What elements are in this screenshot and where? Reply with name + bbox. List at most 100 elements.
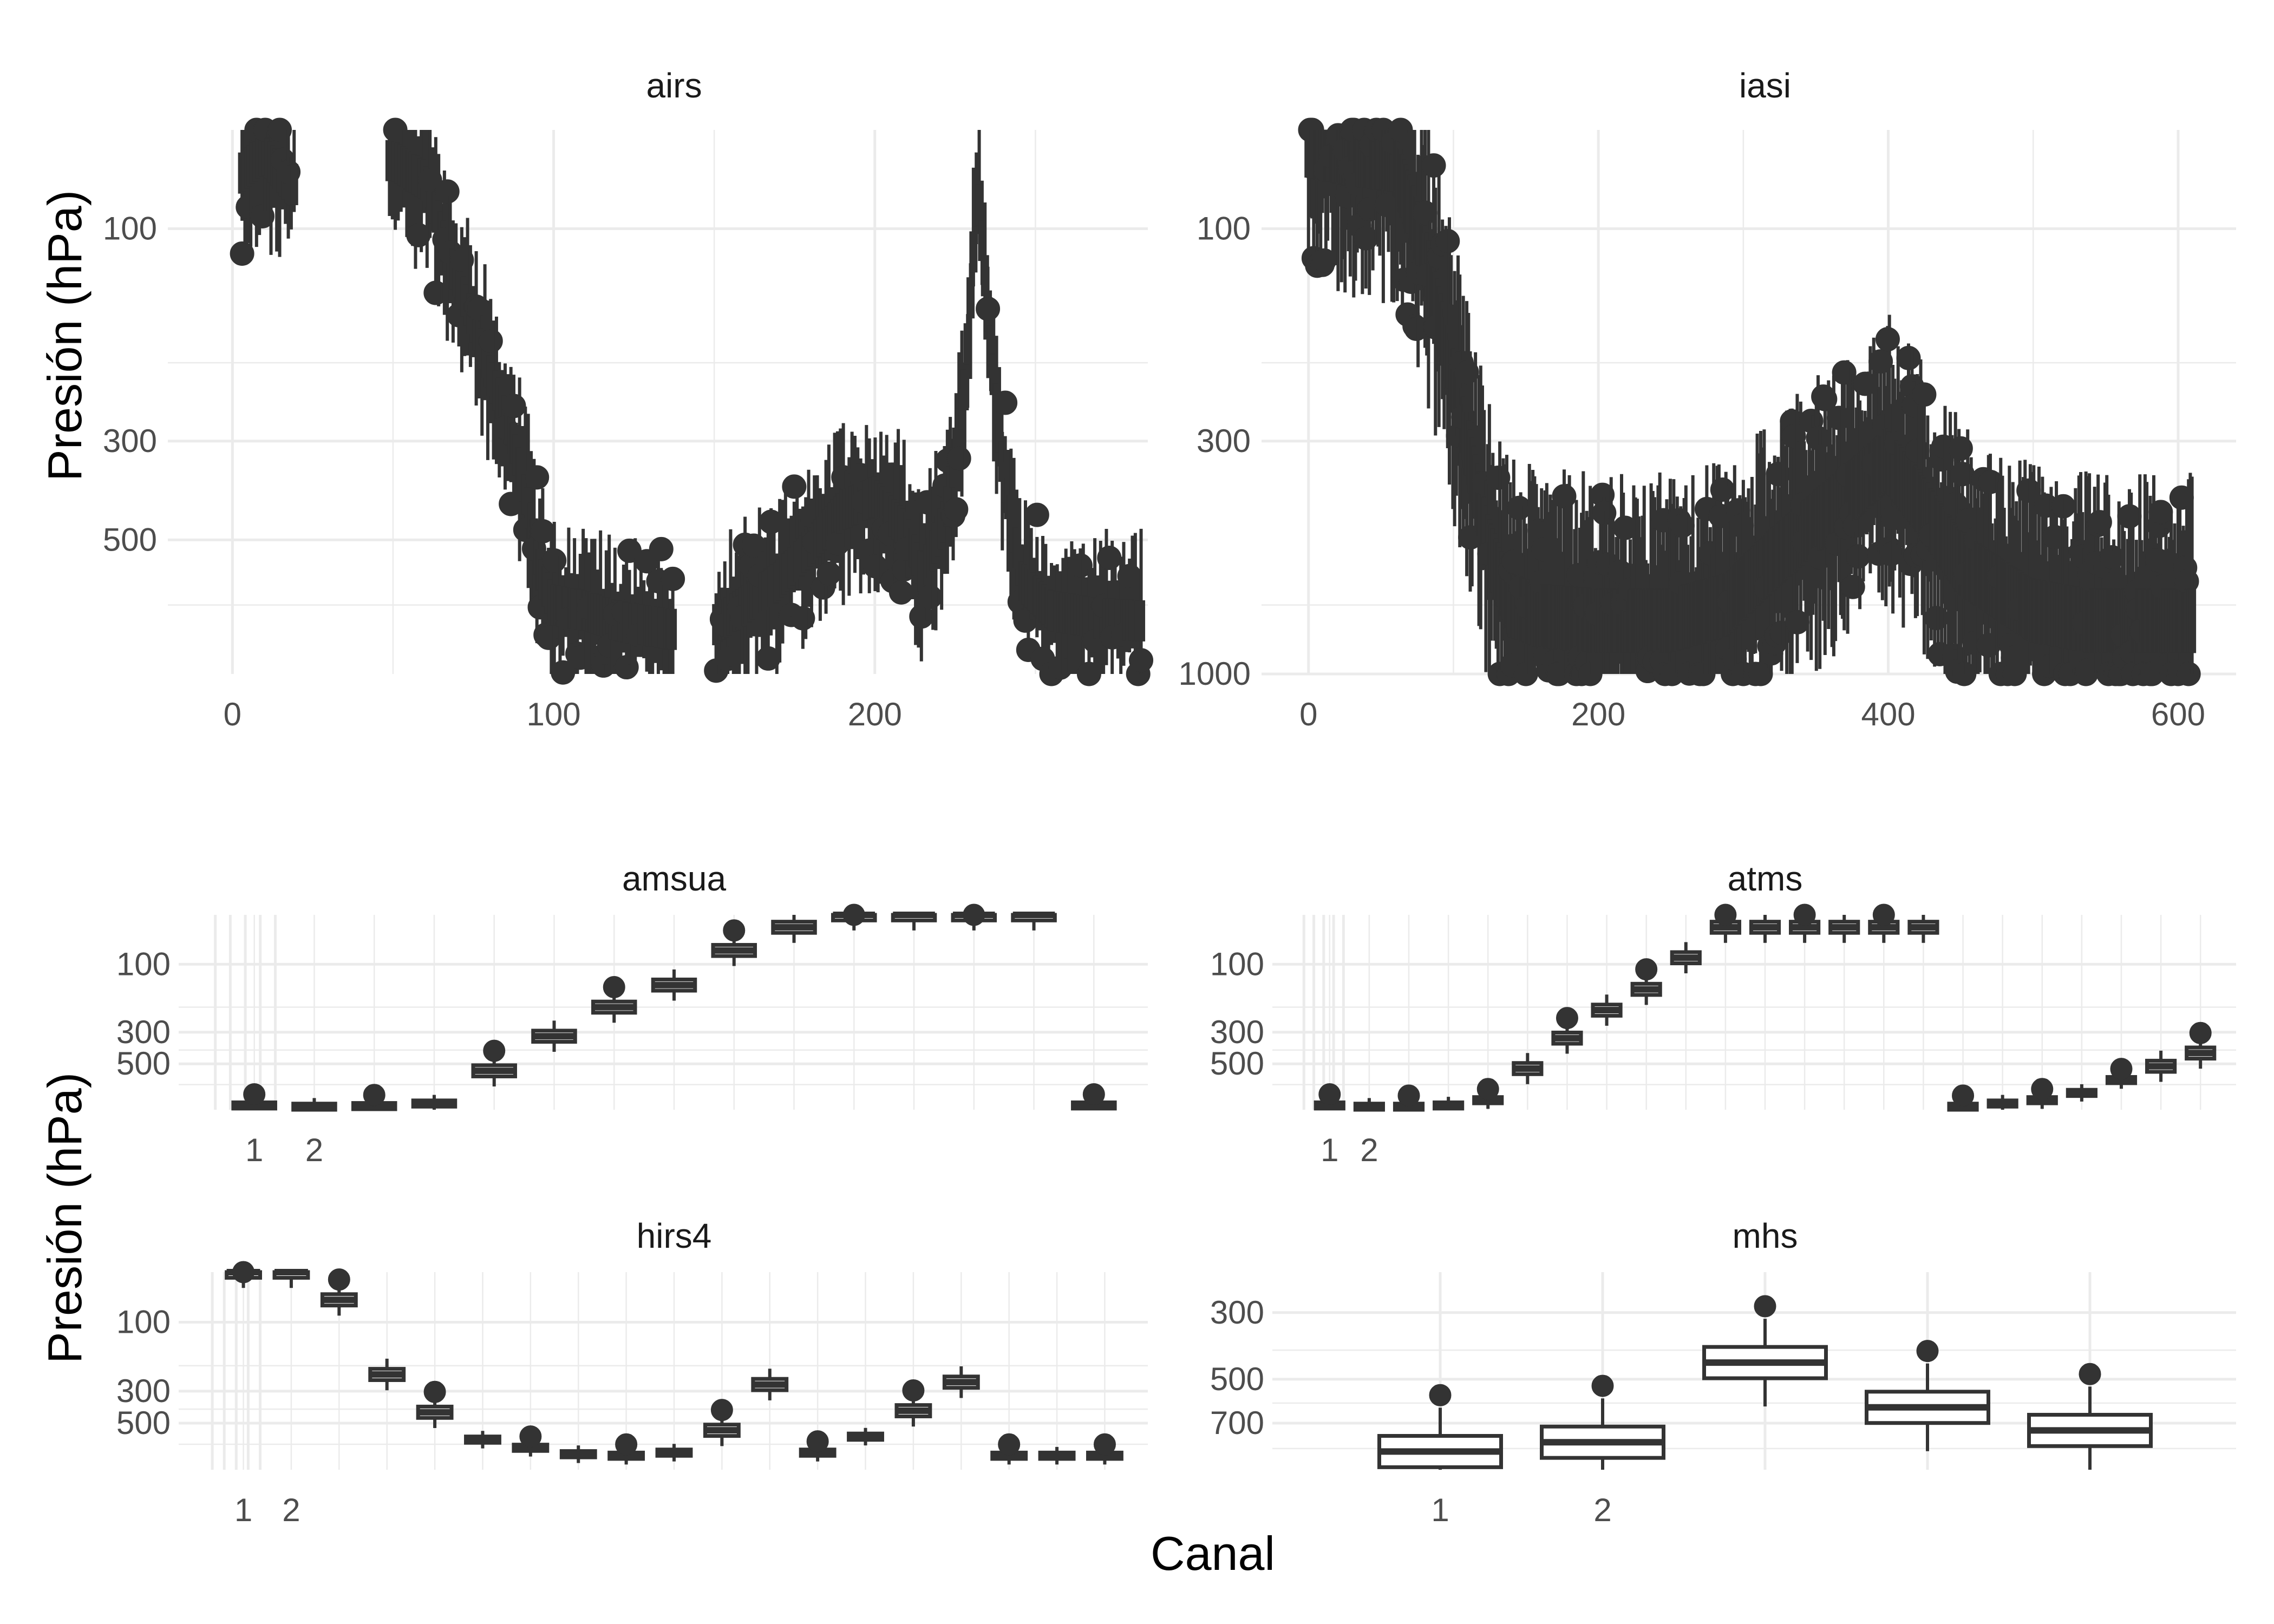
y-tick-label: 500 bbox=[1210, 1361, 1264, 1397]
outlier-point bbox=[790, 606, 815, 631]
x-axis-title: Canal bbox=[1151, 1527, 1275, 1580]
panel-title: hirs4 bbox=[637, 1216, 712, 1255]
outlier-point bbox=[2110, 1058, 2133, 1081]
outlier-point bbox=[1093, 1433, 1116, 1456]
outlier-point bbox=[842, 903, 865, 926]
x-tick-label: 2 bbox=[1360, 1132, 1378, 1168]
outlier-point bbox=[1591, 1374, 1614, 1397]
panel-title: iasi bbox=[1739, 66, 1791, 105]
panel-mhs: mhs 300 500 700 1 2 bbox=[1210, 1216, 2236, 1528]
outlier-point bbox=[1896, 345, 1921, 370]
outlier-point bbox=[661, 566, 685, 591]
outlier-point bbox=[944, 497, 969, 522]
outlier-point bbox=[2051, 494, 2076, 519]
box bbox=[2188, 588, 2197, 653]
outlier-point bbox=[963, 903, 985, 926]
outlier-point bbox=[2117, 504, 2142, 529]
y-tick-label: 100 bbox=[1210, 946, 1264, 982]
x-tick-label: 2 bbox=[1593, 1492, 1611, 1528]
y-tick-label: 1000 bbox=[1179, 656, 1251, 692]
outlier-point bbox=[2148, 500, 2173, 525]
outlier-point bbox=[1506, 495, 1531, 520]
y-tick-label: 500 bbox=[1210, 1045, 1264, 1082]
outlier-point bbox=[1754, 1295, 1776, 1318]
outlier-point bbox=[232, 1261, 255, 1284]
outlier-point bbox=[1875, 327, 1900, 352]
y-tick-label: 300 bbox=[116, 1373, 171, 1409]
x-tick-label: 1 bbox=[1431, 1492, 1449, 1528]
y-tick-label: 100 bbox=[116, 1304, 171, 1340]
y-tick-label: 300 bbox=[116, 1014, 171, 1050]
outlier-point bbox=[328, 1268, 350, 1291]
box bbox=[669, 608, 677, 650]
outlier-point bbox=[542, 548, 567, 573]
outlier-point bbox=[1952, 1084, 1975, 1107]
x-tick-label: 0 bbox=[224, 696, 241, 732]
outlier-point bbox=[1097, 545, 1122, 570]
outlier-point bbox=[243, 1083, 266, 1106]
outlier-point bbox=[1846, 544, 1871, 569]
outlier-point bbox=[806, 1430, 829, 1453]
outlier-point bbox=[1714, 903, 1737, 926]
outlier-point bbox=[1635, 958, 1658, 981]
x-tick-label: 200 bbox=[1571, 696, 1625, 732]
outlier-point bbox=[525, 465, 550, 490]
x-tick-label: 400 bbox=[1861, 696, 1915, 732]
y-tick-label: 500 bbox=[116, 1405, 171, 1441]
outlier-point bbox=[2189, 1021, 2212, 1044]
outlier-point bbox=[519, 1425, 542, 1448]
outlier-point bbox=[2176, 662, 2201, 686]
outlier-point bbox=[1710, 477, 1735, 502]
outlier-point bbox=[478, 329, 503, 353]
y-tick-label: 300 bbox=[1210, 1014, 1264, 1050]
outlier-point bbox=[946, 446, 971, 471]
outlier-point bbox=[2031, 1078, 2054, 1101]
panel-airs: airs 0 100 200 100 300 500 bbox=[103, 66, 1154, 732]
outlier-point bbox=[816, 561, 841, 586]
outlier-point bbox=[1129, 648, 1154, 673]
box bbox=[290, 163, 298, 205]
y-tick-label: 500 bbox=[116, 1045, 171, 1082]
y-tick-label: 300 bbox=[103, 423, 157, 459]
x-tick-label: 1 bbox=[234, 1492, 252, 1528]
outlier-point bbox=[603, 975, 625, 998]
y-tick-label: 700 bbox=[1210, 1405, 1264, 1441]
y-tick-label: 300 bbox=[1197, 423, 1251, 459]
outlier-point bbox=[1912, 382, 1937, 407]
outlier-point bbox=[423, 1380, 446, 1403]
outlier-point bbox=[1429, 1384, 1452, 1406]
outlier-point bbox=[483, 1039, 506, 1062]
outlier-point bbox=[888, 580, 913, 605]
outlier-point bbox=[782, 474, 807, 499]
outlier-point bbox=[1082, 1083, 1105, 1106]
outlier-point bbox=[1318, 1083, 1341, 1106]
outlier-point bbox=[1024, 502, 1049, 527]
outlier-point bbox=[501, 394, 526, 418]
x-tick-label: 200 bbox=[848, 696, 902, 732]
y-tick-label: 500 bbox=[103, 521, 157, 558]
outlier-point bbox=[723, 919, 746, 942]
outlier-point bbox=[649, 536, 674, 561]
panel-title: atms bbox=[1728, 859, 1803, 898]
outlier-point bbox=[710, 1399, 733, 1422]
y-tick-label: 100 bbox=[116, 946, 171, 982]
outlier-point bbox=[250, 204, 275, 228]
outlier-point bbox=[615, 1433, 638, 1456]
outlier-point bbox=[1556, 1007, 1578, 1030]
outlier-point bbox=[993, 390, 1018, 415]
outlier-point bbox=[902, 1379, 925, 1402]
y-tick-label: 100 bbox=[103, 210, 157, 246]
x-tick-label: 1 bbox=[245, 1132, 263, 1168]
box bbox=[966, 277, 975, 319]
y-tick-label: 100 bbox=[1197, 210, 1251, 246]
y-axis-title-top: Presión (hPa) bbox=[38, 190, 92, 481]
panel-title: amsua bbox=[622, 859, 727, 898]
panel-title: airs bbox=[646, 66, 702, 105]
outlier-point bbox=[998, 1433, 1021, 1456]
outlier-point bbox=[1421, 153, 1446, 178]
outlier-point bbox=[918, 585, 943, 610]
